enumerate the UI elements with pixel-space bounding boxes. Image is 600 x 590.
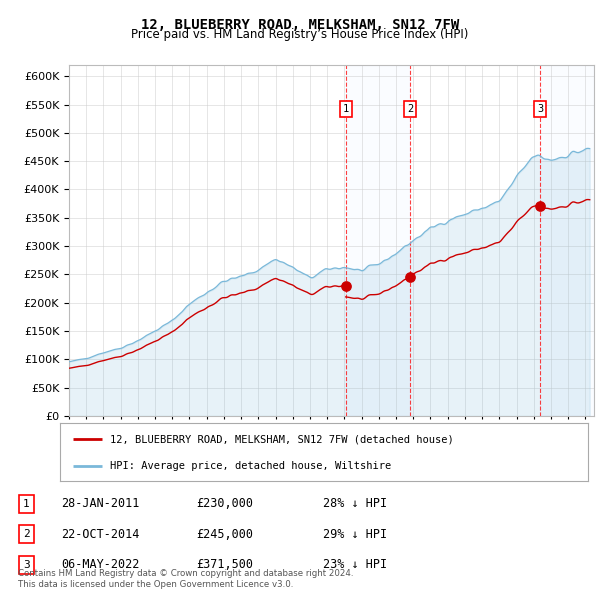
Text: 23% ↓ HPI: 23% ↓ HPI — [323, 558, 387, 571]
Text: £371,500: £371,500 — [196, 558, 253, 571]
Text: 1: 1 — [343, 104, 349, 114]
Point — [535, 201, 545, 210]
Text: £230,000: £230,000 — [196, 497, 253, 510]
Text: 3: 3 — [537, 104, 543, 114]
Point — [341, 281, 350, 290]
Text: 06-MAY-2022: 06-MAY-2022 — [61, 558, 139, 571]
Point — [406, 273, 415, 282]
Text: 29% ↓ HPI: 29% ↓ HPI — [323, 528, 387, 541]
Text: Contains HM Land Registry data © Crown copyright and database right 2024.
This d: Contains HM Land Registry data © Crown c… — [18, 569, 353, 589]
Text: £245,000: £245,000 — [196, 528, 253, 541]
Text: 28% ↓ HPI: 28% ↓ HPI — [323, 497, 387, 510]
Bar — [540, 65, 594, 416]
Text: 22-OCT-2014: 22-OCT-2014 — [61, 528, 139, 541]
Text: 28-JAN-2011: 28-JAN-2011 — [61, 497, 139, 510]
Text: 12, BLUEBERRY ROAD, MELKSHAM, SN12 7FW (detached house): 12, BLUEBERRY ROAD, MELKSHAM, SN12 7FW (… — [110, 434, 454, 444]
Text: Price paid vs. HM Land Registry’s House Price Index (HPI): Price paid vs. HM Land Registry’s House … — [131, 28, 469, 41]
Text: 3: 3 — [23, 560, 30, 570]
Text: 12, BLUEBERRY ROAD, MELKSHAM, SN12 7FW: 12, BLUEBERRY ROAD, MELKSHAM, SN12 7FW — [141, 18, 459, 32]
Text: 1: 1 — [23, 499, 30, 509]
Text: 2: 2 — [407, 104, 413, 114]
Text: 2: 2 — [23, 529, 30, 539]
Text: HPI: Average price, detached house, Wiltshire: HPI: Average price, detached house, Wilt… — [110, 461, 391, 471]
Bar — [346, 65, 410, 416]
